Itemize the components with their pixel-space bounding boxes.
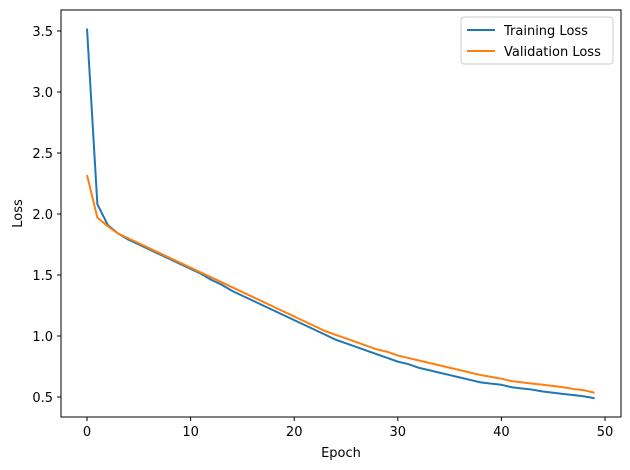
y-axis-label: Loss	[11, 199, 26, 228]
legend-label-validation: Validation Loss	[504, 45, 601, 60]
x-tick-label: 10	[182, 425, 199, 440]
x-tick-label: 0	[83, 425, 91, 440]
y-tick-label: 2.5	[32, 147, 53, 162]
plot-lines	[86, 28, 595, 400]
y-tick-label: 2.0	[32, 208, 53, 223]
x-axis-label: Epoch	[321, 446, 361, 461]
legend-box	[460, 16, 614, 65]
y-tick-label: 1.0	[32, 330, 53, 345]
x-tick-label: 30	[390, 425, 407, 440]
y-axis-ticks: 0.5 1.0 1.5 2.0 2.5 3.0 3.5	[32, 25, 61, 406]
y-tick-label: 1.5	[32, 269, 53, 284]
x-tick-label: 50	[597, 425, 614, 440]
y-tick-label: 3.0	[32, 86, 53, 101]
y-tick-label: 3.5	[32, 25, 53, 40]
legend: Training Loss Validation Loss	[460, 16, 614, 65]
x-tick-label: 20	[286, 425, 303, 440]
legend-label-training: Training Loss	[503, 24, 588, 39]
axes-frame	[60, 9, 622, 418]
y-tick-label: 0.5	[32, 391, 53, 406]
x-axis-ticks: 0 10 20 30 40 50	[83, 417, 613, 440]
validation-loss-line	[86, 174, 595, 394]
x-tick-label: 40	[493, 425, 510, 440]
training-loss-line	[86, 28, 595, 400]
